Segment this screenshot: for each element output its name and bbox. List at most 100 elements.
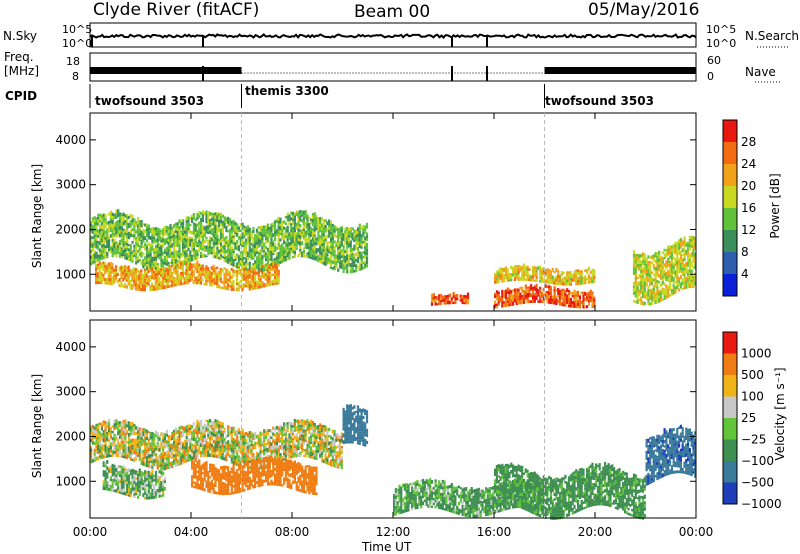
power-echo-cell xyxy=(694,240,697,243)
velocity-echo-cell xyxy=(163,433,167,437)
power-echo-cell xyxy=(266,258,269,263)
velocity-echo-cell xyxy=(198,441,201,446)
power-echo-cell xyxy=(190,271,193,275)
power-echo-cell xyxy=(212,233,215,238)
power-echo-cell xyxy=(293,246,296,249)
power-echo-cell xyxy=(501,297,504,302)
power-echo-cell xyxy=(270,234,273,238)
power-echo-cell xyxy=(212,213,215,216)
velocity-echo-cell xyxy=(214,434,217,437)
velocity-echo-cell xyxy=(333,452,336,456)
power-echo-cell xyxy=(569,291,572,295)
power-echo-cell xyxy=(169,250,172,255)
power-echo-cell xyxy=(261,239,264,243)
power-echo-cell xyxy=(503,279,506,283)
power-echo-cell xyxy=(192,248,195,252)
power-echo-cell xyxy=(302,220,305,223)
power-echo-cell xyxy=(181,268,184,272)
power-echo-cell xyxy=(200,228,203,232)
velocity-echo-cell xyxy=(91,441,94,445)
velocity-echo-cell xyxy=(326,444,329,448)
power-echo-cell xyxy=(349,267,352,270)
power-echo-cell xyxy=(302,247,305,250)
power-echo-cell xyxy=(360,254,363,258)
power-echo-cell xyxy=(208,270,212,273)
power-echo-cell xyxy=(120,269,123,273)
power-echo-cell xyxy=(652,264,655,268)
power-echo-cell xyxy=(144,236,147,241)
power-echo-cell xyxy=(274,257,277,261)
cpid-segment-3: twofsound 3503 xyxy=(545,94,654,108)
velocity-echo-cell xyxy=(180,425,183,430)
velocity-echo-cell xyxy=(246,445,250,449)
velocity-echo-cell xyxy=(196,452,199,456)
power-echo-cell xyxy=(274,264,277,269)
velocity-echo-cell xyxy=(214,440,217,444)
power-echo-cell xyxy=(237,247,241,252)
freq-unit-label: [MHz] xyxy=(4,64,40,78)
power-echo-cell xyxy=(245,273,248,277)
power-echo-cell xyxy=(93,255,96,259)
velocity-echo-cell xyxy=(232,430,235,434)
power-echo-cell xyxy=(286,246,289,250)
velocity-echo-cell xyxy=(295,428,298,432)
velocity-echo-cell xyxy=(196,429,199,433)
power-echo-cell xyxy=(284,227,287,230)
power-echo-cell xyxy=(113,274,116,278)
power-echo-cell xyxy=(194,280,197,285)
power-echo-cell xyxy=(524,288,527,292)
power-echo-cell xyxy=(108,228,111,231)
power-echo-cell xyxy=(165,246,168,250)
power-echo-cell xyxy=(667,260,670,264)
power-echo-cell xyxy=(672,284,675,288)
velocity-echo-cell xyxy=(288,452,291,455)
velocity-echo-cell xyxy=(187,428,190,432)
power-echo-cell xyxy=(497,303,500,306)
power-echo-cell xyxy=(241,287,244,292)
power-echo-cell xyxy=(665,264,668,268)
power-echo-cell xyxy=(109,250,112,254)
velocity-echo-cell xyxy=(243,455,246,458)
velocity-echo-cell xyxy=(227,453,230,456)
power-echo-cell xyxy=(144,242,147,247)
velocity-echo-cell xyxy=(329,453,333,457)
power-echo-cell xyxy=(111,235,114,240)
velocity-echo-cell xyxy=(131,431,134,436)
velocity-echo-cell xyxy=(156,449,159,452)
power-echo-cell xyxy=(131,268,134,273)
power-echo-cell xyxy=(234,234,237,237)
power-echo-cell xyxy=(641,272,645,276)
power-echo-cell xyxy=(466,301,470,305)
power-echo-cell xyxy=(100,277,103,281)
power-echo-cell xyxy=(340,228,343,233)
velocity-echo-cell xyxy=(163,440,167,444)
power-echo-cell xyxy=(340,262,343,267)
power-echo-cell xyxy=(145,277,148,282)
power-echo-cell xyxy=(277,234,280,237)
power-echo-cell xyxy=(342,244,345,249)
power-echo-cell xyxy=(522,300,526,304)
power-echo-cell xyxy=(322,224,325,227)
power-echo-cell xyxy=(506,274,509,278)
velocity-echo-cell xyxy=(124,446,127,451)
power-echo-cell xyxy=(438,297,441,300)
power-echo-cell xyxy=(99,241,102,245)
power-echo-cell xyxy=(162,238,165,242)
power-echo-cell xyxy=(324,256,327,261)
power-echo-cell xyxy=(573,272,576,276)
power-echo-cell xyxy=(127,269,130,272)
power-echo-cell xyxy=(317,217,320,220)
power-echo-cell xyxy=(223,226,226,229)
power-echo-cell xyxy=(512,298,515,302)
velocity-echo-cell xyxy=(99,449,102,453)
velocity-echo-cell xyxy=(283,425,286,429)
velocity-echo-cell xyxy=(234,443,237,448)
power-echo-cell xyxy=(173,224,176,229)
power-echo-cell xyxy=(632,264,636,268)
power-echo-cell xyxy=(131,257,134,261)
power-echo-cell xyxy=(104,271,107,275)
velocity-echo-cell xyxy=(338,461,342,464)
power-echo-cell xyxy=(542,267,545,270)
power-echo-cell xyxy=(338,251,342,256)
power-echo-cell xyxy=(250,236,253,240)
